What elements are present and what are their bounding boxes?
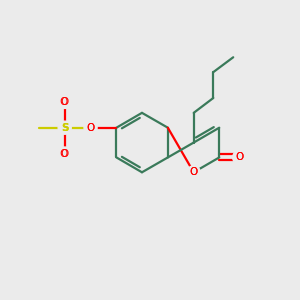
Circle shape	[232, 151, 246, 164]
Text: O: O	[235, 152, 243, 162]
Text: O: O	[86, 123, 95, 133]
Circle shape	[187, 166, 200, 179]
Text: O: O	[86, 123, 95, 133]
Circle shape	[58, 95, 71, 108]
Circle shape	[84, 121, 97, 134]
Circle shape	[58, 147, 71, 160]
Circle shape	[58, 121, 71, 134]
Text: O: O	[61, 148, 69, 159]
Text: S: S	[61, 123, 68, 133]
Text: S: S	[61, 123, 68, 133]
Text: O: O	[59, 97, 67, 107]
Text: O: O	[235, 152, 243, 162]
Text: O: O	[59, 148, 67, 159]
Text: O: O	[61, 97, 69, 107]
Text: O: O	[190, 167, 198, 177]
Text: O: O	[190, 167, 198, 177]
